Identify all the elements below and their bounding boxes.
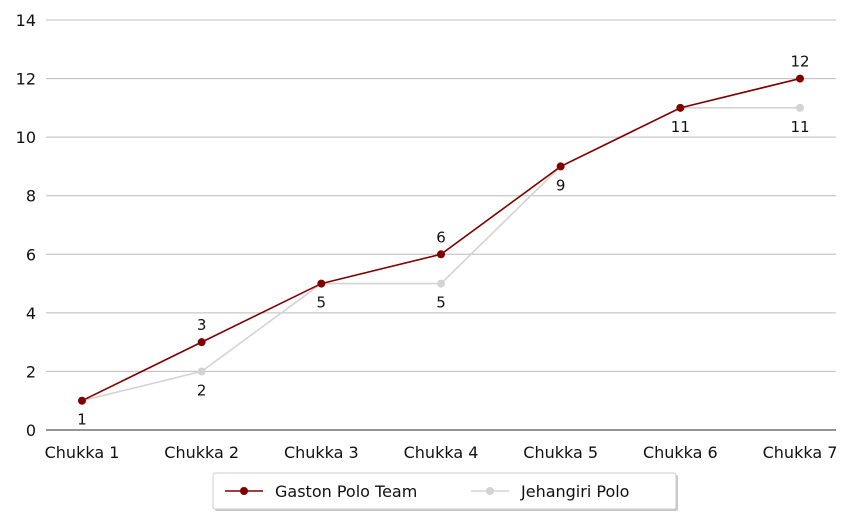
x-tick-label: Chukka 7	[763, 443, 838, 462]
gridlines	[46, 19, 836, 431]
x-tick-label: Chukka 6	[643, 443, 718, 462]
y-tick-label: 0	[26, 421, 36, 440]
legend-label: Jehangiri Polo	[520, 482, 629, 501]
data-label: 11	[671, 118, 690, 136]
data-label: 9	[556, 176, 566, 194]
y-tick-label: 8	[26, 187, 36, 206]
data-label: 1	[77, 411, 87, 429]
data-point	[78, 396, 86, 405]
legend-box	[212, 472, 677, 510]
series	[78, 74, 804, 405]
legend-marker	[486, 487, 494, 495]
data-label: 3	[197, 316, 207, 334]
legend-label: Gaston Polo Team	[275, 482, 417, 501]
y-tick-label: 14	[16, 11, 36, 30]
data-label: 5	[317, 294, 327, 312]
x-tick-label: Chukka 1	[45, 443, 120, 462]
data-point	[437, 250, 445, 259]
legend-marker	[240, 487, 248, 495]
data-point	[676, 103, 685, 112]
data-point	[796, 74, 804, 83]
data-label: 5	[436, 294, 446, 312]
legend: Gaston Polo Team Jehangiri Polo	[212, 472, 678, 511]
x-tick-label: Chukka 2	[164, 443, 239, 462]
data-point	[197, 338, 206, 347]
data-point	[556, 162, 565, 171]
y-tick-label: 4	[26, 304, 36, 323]
y-tick-label: 6	[26, 245, 36, 264]
data-label: 12	[790, 53, 809, 71]
data-label: 2	[197, 381, 207, 399]
data-point	[437, 279, 445, 288]
data-point	[796, 103, 804, 112]
x-tick-label: Chukka 3	[284, 443, 359, 462]
y-tick-label: 10	[16, 128, 36, 147]
data-label: 6	[436, 228, 446, 246]
y-tick-label: 12	[16, 70, 36, 89]
data-label: 11	[790, 118, 809, 136]
x-tick-label: Chukka 4	[404, 443, 479, 462]
y-tick-label: 2	[26, 362, 36, 381]
data-point	[317, 279, 326, 288]
x-tick-label: Chukka 5	[523, 443, 598, 462]
data-point	[197, 367, 206, 376]
